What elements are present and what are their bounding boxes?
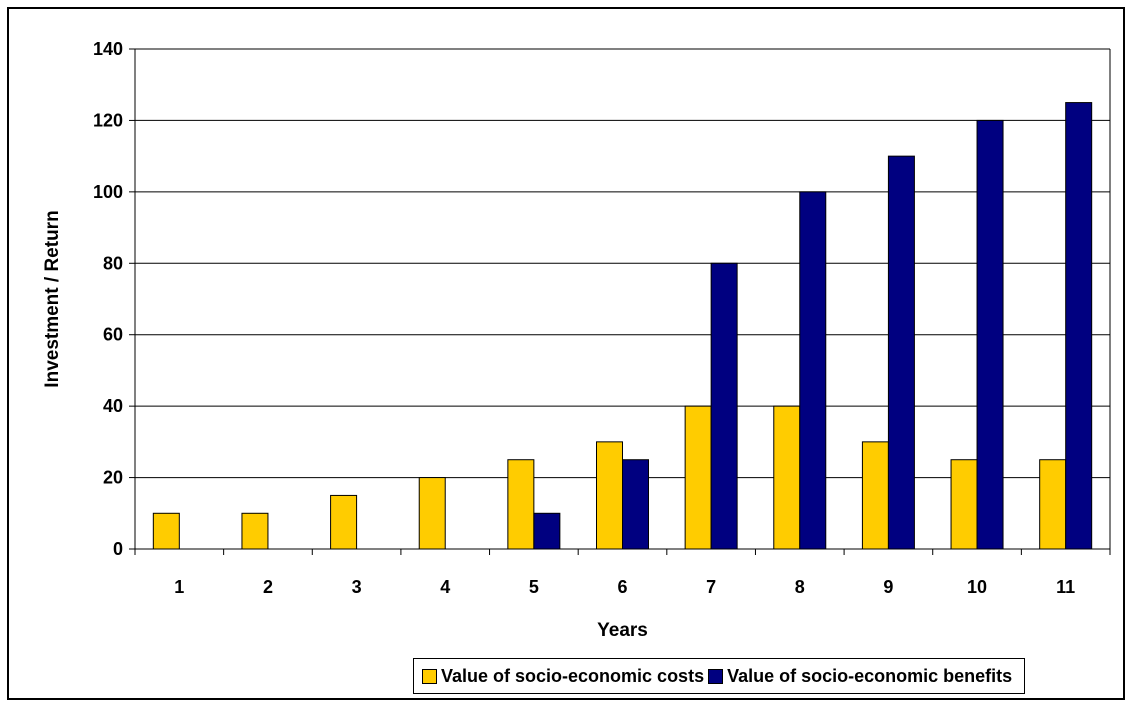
- bar-costs: [1039, 459, 1067, 550]
- bars: [152, 102, 1093, 550]
- axes: [129, 48, 1111, 555]
- bar-costs: [152, 512, 180, 550]
- y-tick-label: 80: [103, 253, 123, 273]
- x-tick-label: 3: [352, 577, 362, 597]
- y-tick-label: 120: [93, 110, 123, 130]
- gridlines: [135, 48, 1110, 479]
- legend-label-costs: Value of socio-economic costs: [441, 665, 705, 686]
- y-tick-label: 60: [103, 325, 123, 345]
- y-tick-label: 0: [113, 539, 123, 559]
- x-tick-label: 10: [967, 577, 987, 597]
- bar-costs: [418, 477, 446, 550]
- x-tick-label: 9: [883, 577, 893, 597]
- bar-costs: [330, 494, 358, 550]
- bar-chart: 0 20 40 60 80 100 120 140 1 2 3 4 5 6 7 8 9 10 11 Years I…: [42, 39, 1111, 641]
- legend-swatch-costs: [422, 668, 437, 684]
- legend-label-benefits: Value of socio-economic benefits: [727, 665, 1013, 686]
- bar-costs: [507, 459, 535, 550]
- y-tick-label: 100: [93, 182, 123, 202]
- bar-benefits: [799, 191, 827, 550]
- x-tick-label: 6: [617, 577, 627, 597]
- y-axis-title: Investment / Return: [42, 210, 63, 387]
- x-tick-label: 8: [795, 577, 805, 597]
- bar-benefits: [976, 119, 1004, 550]
- legend-item-costs: Value of socio-economic costs: [422, 666, 704, 687]
- bar-costs: [596, 441, 623, 550]
- legend-swatch-benefits: [708, 668, 724, 684]
- bar-costs: [773, 405, 801, 550]
- y-tick-labels: 0 20 40 60 80 100 120 140: [93, 39, 123, 559]
- bar-costs: [684, 405, 712, 550]
- x-tick-label: 1: [174, 577, 184, 597]
- bar-benefits: [887, 155, 915, 550]
- bar-benefits: [1065, 102, 1093, 550]
- y-tick-label: 20: [103, 468, 123, 488]
- bar-costs: [950, 459, 978, 550]
- y-tick-label: 40: [103, 396, 123, 416]
- bar-costs: [861, 441, 889, 550]
- x-tick-label: 4: [440, 577, 450, 597]
- bar-benefits: [710, 262, 738, 550]
- bar-costs: [241, 512, 269, 550]
- x-axis-title: Years: [597, 620, 648, 641]
- x-tick-label: 2: [263, 577, 273, 597]
- x-tick-label: 7: [706, 577, 716, 597]
- bar-benefits: [622, 459, 649, 550]
- x-tick-labels: 1 2 3 4 5 6 7 8 9 10 11: [174, 577, 1075, 597]
- x-tick-label: 5: [529, 577, 539, 597]
- bar-benefits: [533, 512, 561, 550]
- y-tick-label: 140: [93, 39, 123, 59]
- x-tick-label: 11: [1056, 577, 1075, 597]
- legend-item-benefits: Value of socio-economic benefits: [708, 666, 1012, 687]
- legend: Value of socio-economic costs Value of s…: [413, 658, 1026, 694]
- chart-frame: 0 20 40 60 80 100 120 140 1 2 3 4 5 6 7 8 9 10 11 Years I…: [7, 7, 1125, 700]
